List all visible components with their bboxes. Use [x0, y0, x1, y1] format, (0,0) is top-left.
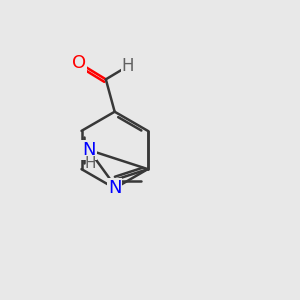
Text: H: H [85, 156, 96, 171]
Text: N: N [108, 179, 122, 197]
Text: H: H [122, 57, 134, 75]
Text: O: O [72, 54, 86, 72]
Text: N: N [82, 141, 96, 159]
